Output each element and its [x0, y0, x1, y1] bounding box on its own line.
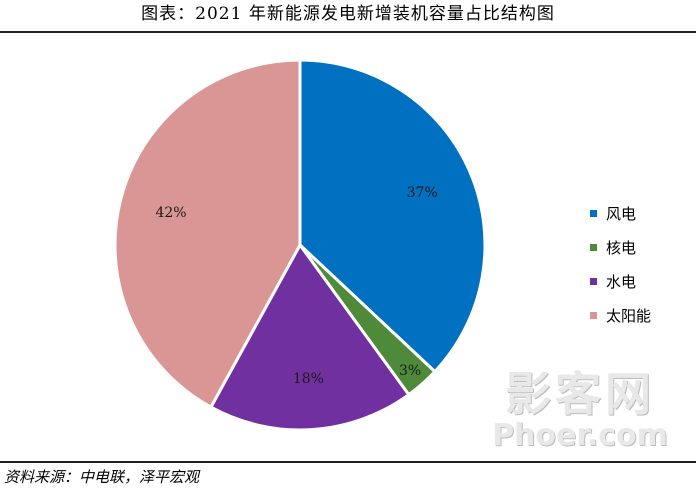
pie-slice-label-4: 42%: [155, 205, 186, 221]
pie-slice-4: [113, 58, 302, 409]
legend-item-3: 水电: [590, 264, 651, 298]
pie-slice-3: [209, 243, 411, 432]
watermark-main: 影客网: [505, 367, 655, 421]
pie-slice-label-1: 37%: [407, 185, 438, 201]
source-note: 资料来源：中电联，泽平宏观: [4, 468, 200, 486]
legend-label-1: 风电: [606, 204, 637, 223]
legend-item-2: 核电: [590, 230, 651, 264]
pie-slice-1: [298, 58, 487, 374]
pie-slice-label-2: 3%: [399, 363, 421, 379]
legend-item-1: 风电: [590, 196, 651, 230]
pie-labels: 37% 3% 18% 42%: [155, 185, 437, 387]
legend-label-2: 核电: [606, 238, 637, 257]
legend: 风电 核电 水电 太阳能: [590, 196, 651, 332]
legend-swatch-3: [590, 277, 597, 285]
chart-title: 图表：2021 年新能源发电新增装机容量占比结构图: [141, 4, 555, 24]
watermark-sub: Phoer.com: [492, 418, 668, 453]
legend-item-4: 太阳能: [590, 298, 651, 332]
legend-label-4: 太阳能: [606, 306, 652, 325]
legend-label-3: 水电: [606, 272, 637, 291]
legend-swatch-2: [590, 243, 597, 251]
legend-swatch-4: [590, 311, 597, 319]
bottom-rule: [0, 461, 696, 463]
pie-slices: [113, 58, 487, 432]
watermark-logo: 影客网 Phoer.com: [480, 368, 680, 458]
top-rule: [0, 31, 696, 33]
legend-swatch-1: [590, 209, 597, 217]
pie-slice-label-3: 18%: [293, 371, 324, 387]
